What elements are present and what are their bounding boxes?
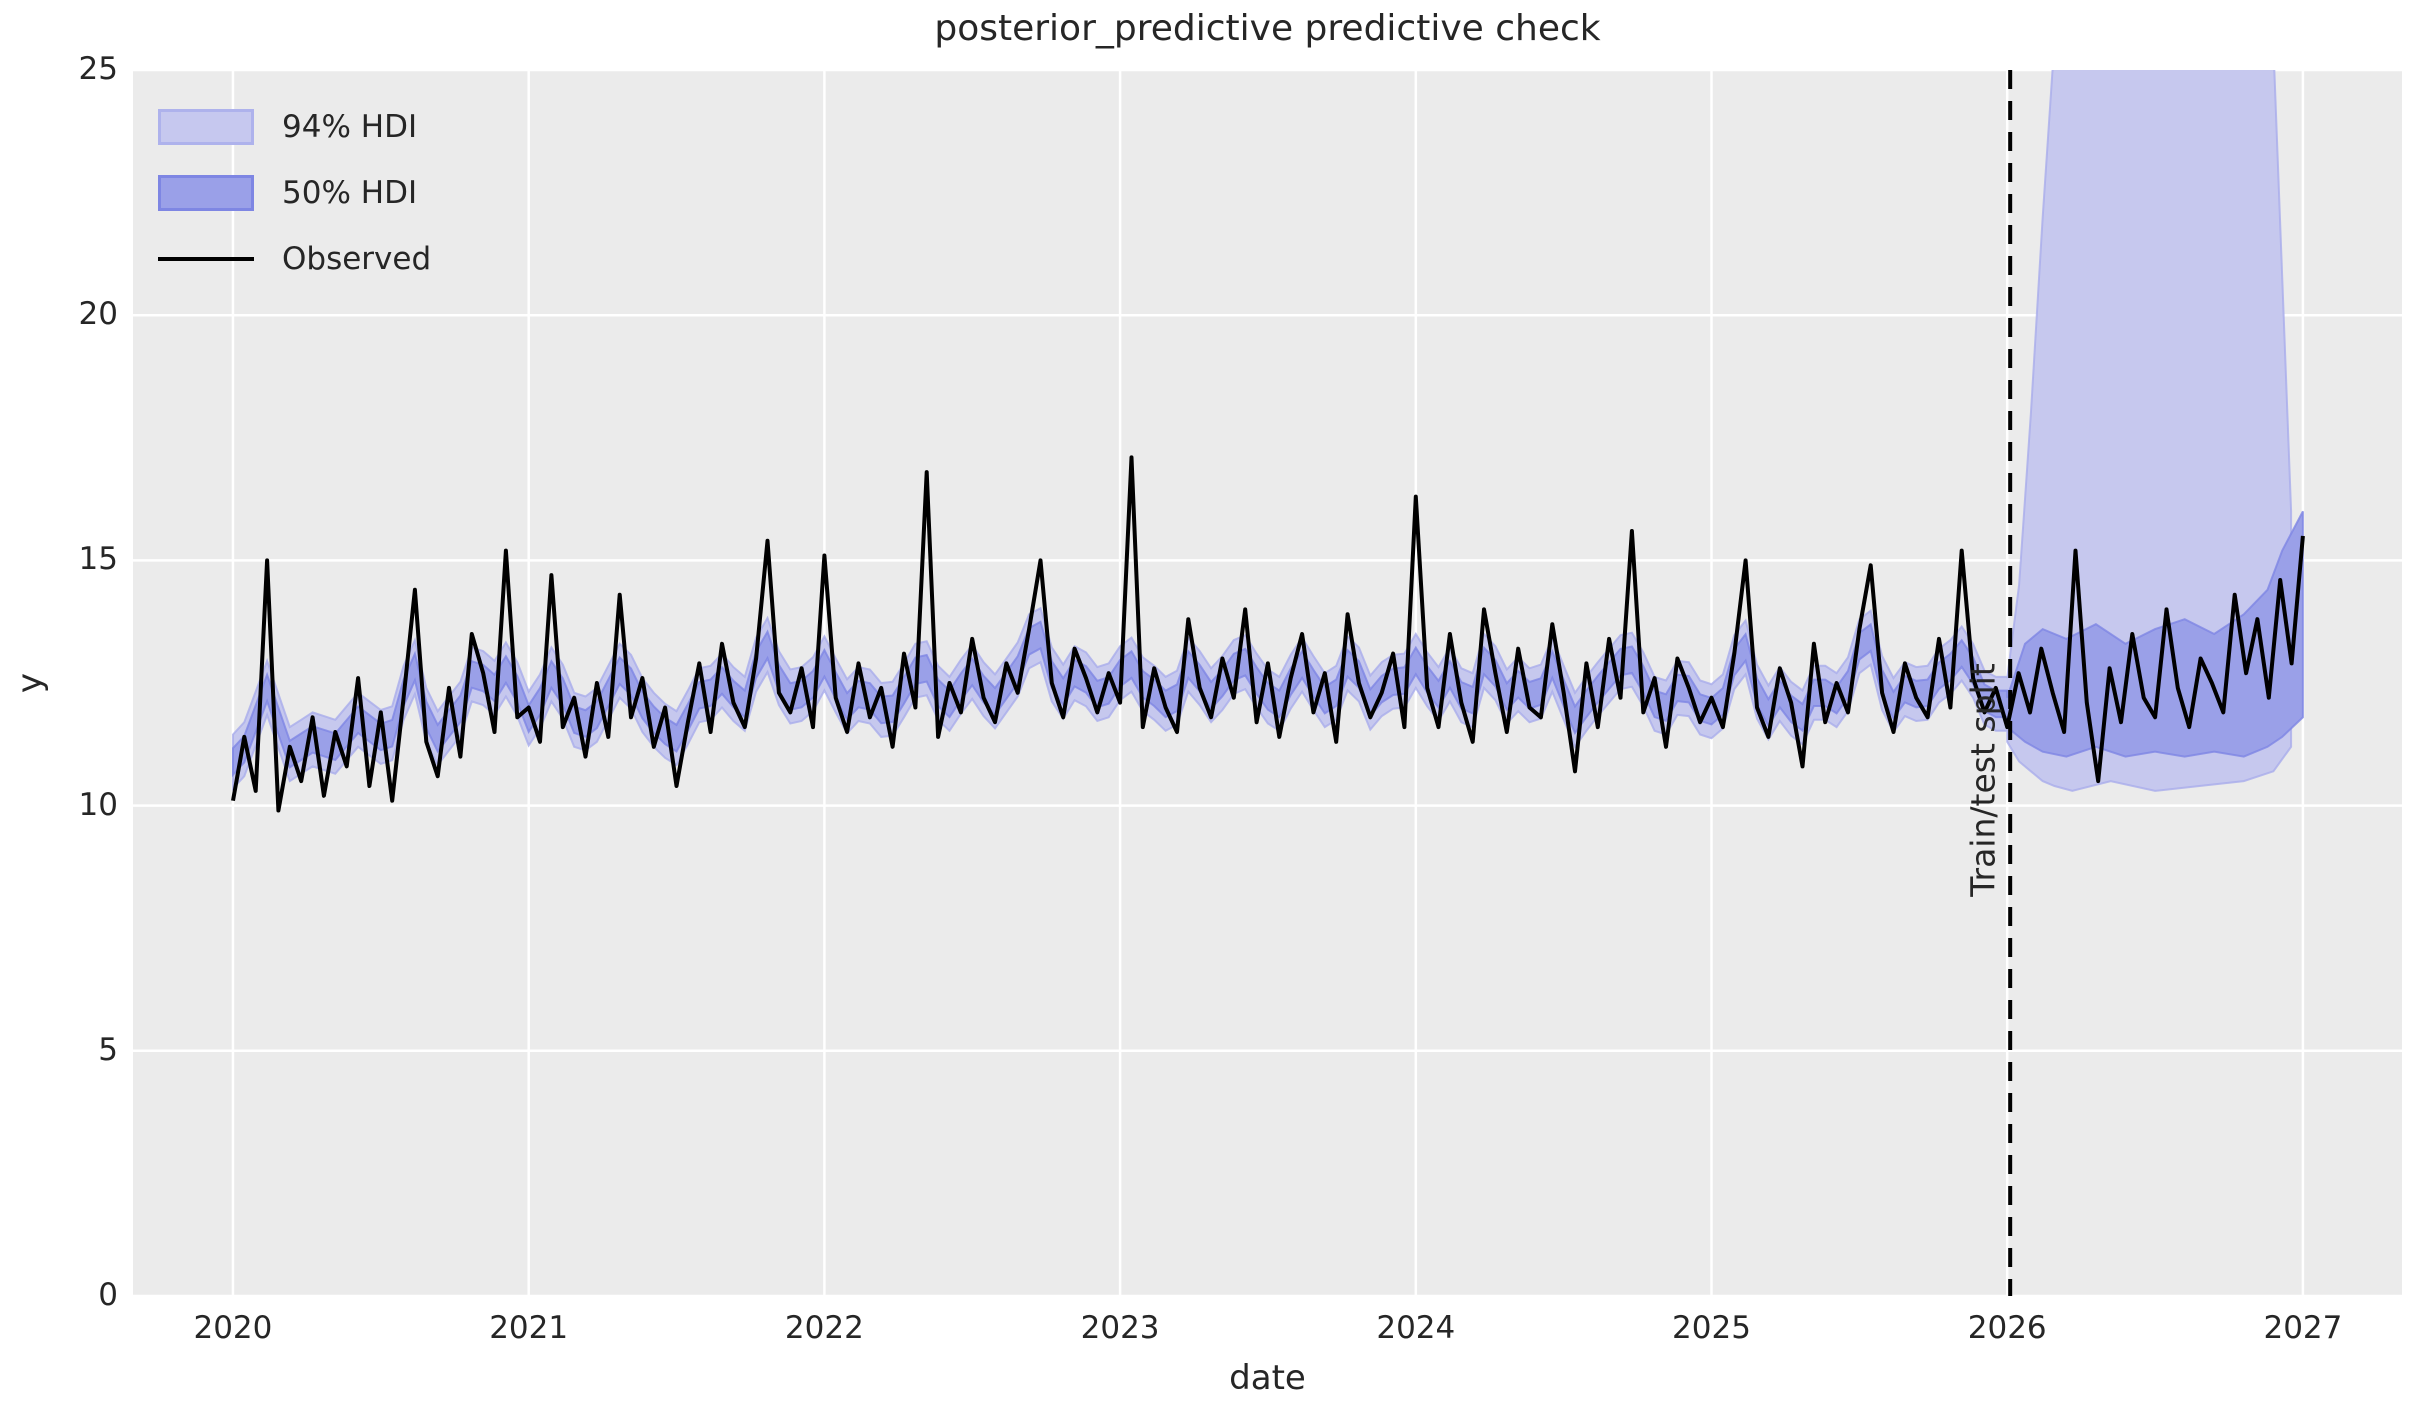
x-tick-label: 2020 bbox=[193, 1310, 273, 1346]
x-tick-label: 2021 bbox=[489, 1310, 569, 1346]
y-tick-label: 15 bbox=[78, 541, 118, 578]
legend-label: 94% HDI bbox=[282, 108, 418, 145]
legend: 94% HDI 50% HDI Observed bbox=[158, 94, 431, 292]
y-tick-label: 0 bbox=[98, 1277, 118, 1313]
observed-line-swatch-icon bbox=[158, 257, 254, 261]
y-axis-label: y bbox=[10, 672, 50, 694]
legend-item-50-hdi: 50% HDI bbox=[158, 160, 431, 226]
x-axis-label: date bbox=[1229, 1358, 1306, 1398]
legend-item-observed: Observed bbox=[158, 226, 431, 292]
x-tick-label: 2027 bbox=[2263, 1310, 2343, 1346]
y-tick-label: 10 bbox=[78, 786, 118, 823]
x-tick-label: 2025 bbox=[1672, 1310, 1751, 1346]
observed-line bbox=[231, 455, 2305, 813]
x-tick-label: 2024 bbox=[1376, 1310, 1456, 1346]
hdi-50-swatch-icon bbox=[158, 175, 254, 211]
train-test-split-annotation: Train/test split bbox=[1963, 663, 2003, 897]
y-tick-label: 20 bbox=[78, 296, 118, 333]
y-tick-label: 5 bbox=[98, 1031, 118, 1068]
legend-label: 50% HDI bbox=[282, 174, 418, 211]
legend-label: Observed bbox=[282, 240, 432, 277]
legend-item-94-hdi: 94% HDI bbox=[158, 94, 431, 160]
chart-title: posterior_predictive predictive check bbox=[934, 8, 1601, 49]
x-tick-label: 2022 bbox=[784, 1310, 864, 1346]
x-tick-label: 2026 bbox=[1967, 1310, 2047, 1346]
hdi-94-swatch-icon bbox=[158, 109, 254, 145]
x-tick-label: 2023 bbox=[1080, 1310, 1160, 1346]
y-tick-label: 25 bbox=[78, 51, 118, 87]
